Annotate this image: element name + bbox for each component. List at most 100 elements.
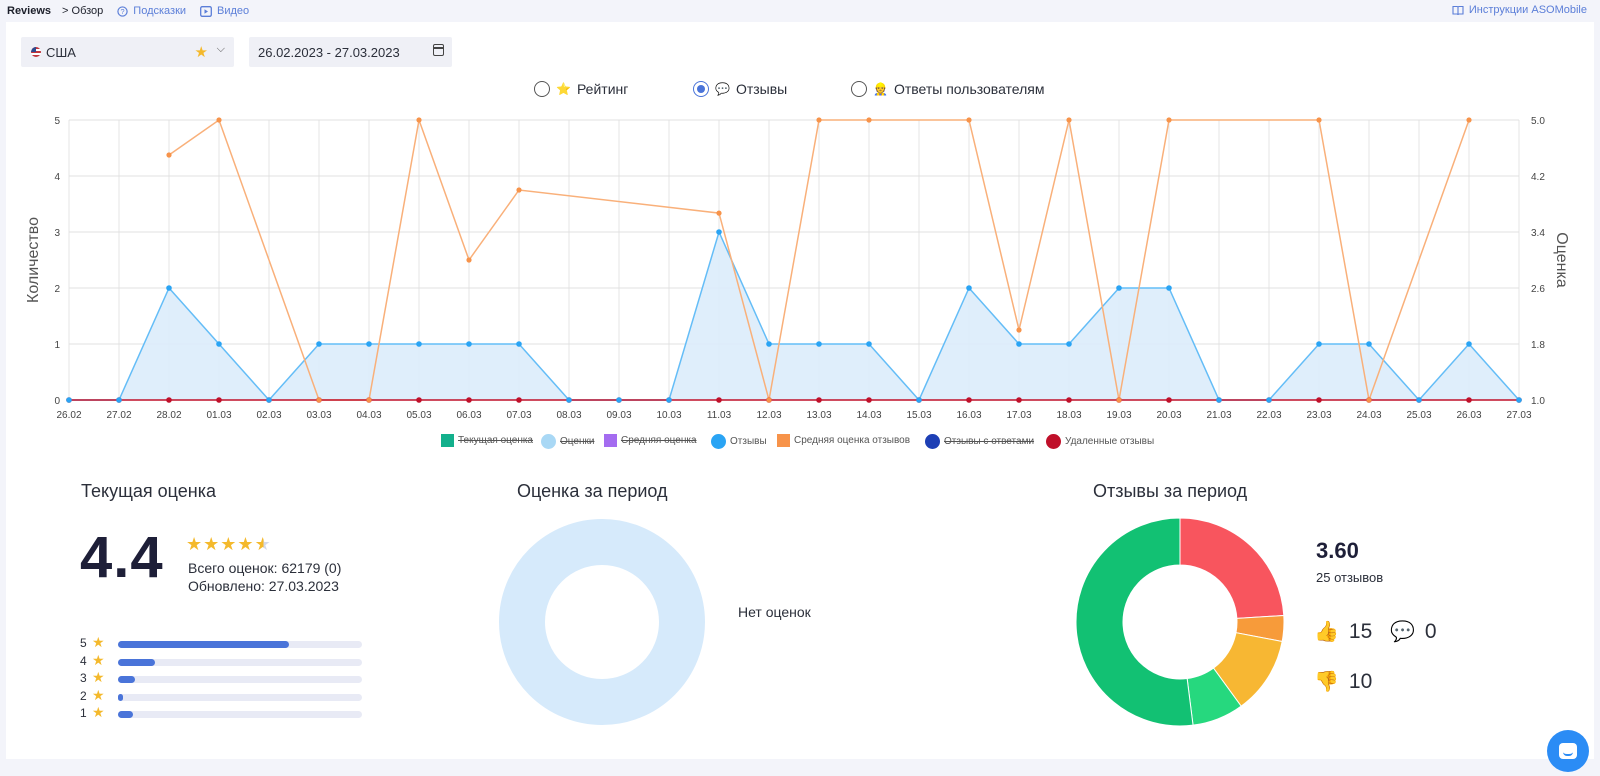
video-link[interactable]: Видео bbox=[200, 5, 249, 17]
avg-rating-point bbox=[1366, 397, 1372, 403]
replies-count: 0 bbox=[1424, 619, 1437, 643]
replies-stat: 💬 0 bbox=[1390, 619, 1437, 644]
radio-circle[interactable] bbox=[693, 81, 709, 97]
legend-label: Отзывы bbox=[730, 436, 767, 447]
legend-item[interactable]: Удаленные отзывы bbox=[1046, 434, 1154, 449]
radio-reviews-label: Отзывы bbox=[735, 81, 788, 97]
reviews-point bbox=[866, 341, 872, 347]
radio-replies[interactable]: 👷 Ответы пользователям bbox=[851, 81, 1045, 97]
legend-label: Удаленные отзывы bbox=[1065, 436, 1155, 447]
legend-item[interactable]: Средняя оценка отзывов bbox=[777, 434, 910, 447]
video-icon bbox=[200, 5, 212, 17]
legend-item[interactable]: Отзывы с ответами bbox=[925, 434, 1034, 449]
deleted-point bbox=[216, 397, 222, 403]
thumbs-down-icon: 👎 bbox=[1314, 671, 1339, 693]
avg-rating-point bbox=[216, 117, 222, 123]
avg-rating-point bbox=[316, 397, 322, 403]
y2-tick-label: 1.0 bbox=[1531, 396, 1545, 407]
distribution-star-count: 4 bbox=[80, 654, 87, 668]
distribution-fill bbox=[118, 676, 136, 683]
avg-rating-point bbox=[1116, 397, 1122, 403]
x-tick-label: 15.03 bbox=[906, 410, 931, 421]
deleted-point bbox=[1166, 397, 1172, 403]
reviews-point bbox=[416, 341, 422, 347]
date-range-picker[interactable]: 26.02.2023 - 27.03.2023 bbox=[249, 37, 452, 67]
x-tick-label: 26.03 bbox=[1456, 410, 1481, 421]
x-tick-label: 02.03 bbox=[256, 410, 281, 421]
legend-item[interactable]: Текущая оценка bbox=[441, 434, 533, 447]
avg-rating-point bbox=[1066, 117, 1072, 123]
hints-link[interactable]: ? Подсказки bbox=[117, 5, 186, 17]
star-icon: ★ bbox=[220, 534, 238, 554]
legend-swatch bbox=[441, 434, 454, 447]
y-tick-label: 2 bbox=[54, 284, 60, 295]
deleted-point bbox=[416, 397, 422, 403]
legend-item[interactable]: Оценки bbox=[541, 434, 594, 449]
favorite-star-icon[interactable]: ★ bbox=[194, 44, 208, 61]
radio-reviews[interactable]: 💬 Отзывы bbox=[693, 81, 787, 97]
updated-date: Обновлено: 27.03.2023 bbox=[188, 578, 339, 594]
svg-text:?: ? bbox=[121, 7, 125, 16]
x-tick-label: 28.02 bbox=[156, 410, 181, 421]
x-tick-label: 16.03 bbox=[956, 410, 981, 421]
legend-label: Средняя оценка bbox=[621, 435, 697, 446]
x-tick-label: 08.03 bbox=[556, 410, 581, 421]
reviews-point bbox=[566, 397, 572, 403]
country-select[interactable]: США ★ ⌵ bbox=[21, 37, 234, 67]
reviews-line bbox=[69, 229, 1520, 402]
x-tick-label: 18.03 bbox=[1056, 410, 1081, 421]
support-chat-button[interactable] bbox=[1547, 730, 1589, 772]
radio-circle[interactable] bbox=[851, 81, 867, 97]
avg-rating-point bbox=[166, 152, 172, 158]
breadcrumb-app[interactable]: Reviews bbox=[7, 5, 52, 17]
x-tick-label: 13.03 bbox=[806, 410, 831, 421]
star-icon: ★ bbox=[203, 534, 221, 554]
reviews-point bbox=[516, 341, 522, 347]
x-tick-label: 20.03 bbox=[1156, 410, 1181, 421]
reviews-point bbox=[616, 397, 622, 403]
legend-swatch bbox=[777, 434, 790, 447]
distribution-row: 4 ★ bbox=[80, 652, 370, 668]
deleted-point bbox=[866, 397, 872, 403]
star-icon: ★ bbox=[92, 704, 105, 720]
rating-stars: ★★★★★ bbox=[186, 534, 272, 555]
avg-rating-point bbox=[366, 397, 372, 403]
x-tick-label: 25.03 bbox=[1406, 410, 1431, 421]
deleted-point bbox=[516, 397, 522, 403]
x-tick-label: 24.03 bbox=[1356, 410, 1381, 421]
thumbs-up-icon: 👍 bbox=[1314, 621, 1339, 643]
y2-tick-label: 4.2 bbox=[1531, 172, 1545, 183]
avg-rating-point bbox=[416, 117, 422, 123]
distribution-track bbox=[118, 659, 362, 666]
distribution-row: 2 ★ bbox=[80, 687, 370, 703]
star-icon: ★ bbox=[92, 687, 105, 703]
instructions-link[interactable]: Инструкции ASOMobile bbox=[1452, 4, 1587, 16]
legend-label: Отзывы с ответами bbox=[944, 436, 1035, 447]
radio-rating[interactable]: ⭐ Рейтинг bbox=[534, 81, 628, 97]
radio-circle[interactable] bbox=[534, 81, 550, 97]
legend-swatch bbox=[1046, 434, 1061, 449]
avg-rating-point bbox=[1316, 117, 1322, 123]
legend-item[interactable]: Средняя оценка bbox=[604, 434, 697, 447]
dislikes-count: 10 bbox=[1348, 669, 1373, 693]
x-tick-label: 21.03 bbox=[1206, 410, 1231, 421]
x-tick-label: 10.03 bbox=[656, 410, 681, 421]
x-tick-label: 26.02 bbox=[56, 410, 81, 421]
x-tick-label: 27.03 bbox=[1506, 410, 1531, 421]
radio-rating-label: Рейтинг bbox=[576, 81, 629, 97]
distribution-track bbox=[118, 641, 362, 648]
avg-rating-point bbox=[1166, 117, 1172, 123]
reviews-point bbox=[1366, 341, 1372, 347]
reviews-point bbox=[766, 341, 772, 347]
distribution-fill bbox=[118, 694, 123, 701]
distribution-track bbox=[118, 676, 362, 683]
top-bar: Reviews > Обзор ? Подсказки Видео Инстру… bbox=[0, 0, 1600, 22]
deleted-point bbox=[466, 397, 472, 403]
y-tick-label: 3 bbox=[54, 228, 60, 239]
legend-item[interactable]: Отзывы bbox=[711, 434, 767, 449]
chevron-down-icon: ⌵ bbox=[216, 43, 225, 55]
reviews-point bbox=[316, 341, 322, 347]
y-tick-label: 5 bbox=[54, 116, 60, 127]
calendar-icon bbox=[433, 44, 444, 56]
distribution-row: 5 ★ bbox=[80, 634, 370, 650]
